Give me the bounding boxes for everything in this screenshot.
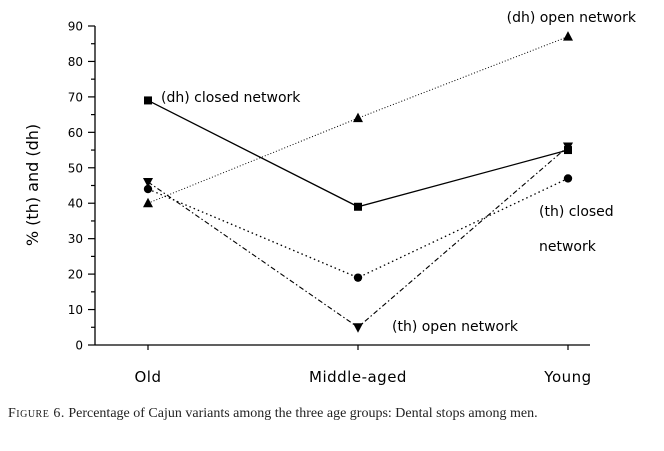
series-lines [147,36,569,328]
series-line-th_open [147,146,569,328]
x-tick-label: Old [135,368,162,386]
series-line-dh_open [147,36,569,204]
data-point-dh_closed [144,96,152,105]
y-axis: 0 10 20 30 40 50 60 70 80 90 [68,20,96,353]
data-point-th_closed [563,174,573,183]
x-tick-label: Young [543,368,591,386]
y-tick-label: 40 [68,197,83,211]
y-tick-label: 70 [68,90,83,104]
y-tick-label: 30 [68,232,83,246]
figure-label: Figure 6. [8,406,65,421]
data-point-th_open [353,323,363,333]
data-point-dh_open [143,197,153,208]
data-point-dh_open [563,31,573,41]
annotation-label: (th) closed [539,204,614,220]
y-axis-label: % (th) and (dh) [23,124,42,246]
series-markers [143,31,573,333]
caption-text: Percentage of Cajun variants among the t… [68,406,538,421]
x-tick-label: Middle-aged [309,368,407,386]
annotation-label: (th) open network [392,319,519,335]
figure-caption: Figure 6. Percentage of Cajun variants a… [8,404,660,423]
y-tick-label: 90 [68,20,83,34]
data-point-th_open [143,177,153,188]
annotation-label: (dh) open network [507,10,637,26]
series-line-th_closed [147,177,569,279]
y-tick-label: 50 [68,161,83,175]
y-tick-label: 60 [68,126,83,140]
y-tick-label: 80 [68,55,83,69]
data-point-dh_closed [354,202,362,211]
x-axis: Old Middle-aged Young [95,344,591,386]
data-point-dh_open [353,112,363,123]
y-tick-label: 10 [68,303,83,317]
annotations: (dh) closed network (dh) open network (th)… [161,10,637,335]
data-point-th_closed [353,273,363,282]
y-tick-label: 0 [75,339,83,353]
annotation-label: (dh) closed network [161,90,301,106]
annotation-label: network [539,239,597,255]
y-tick-label: 20 [68,268,83,282]
data-point-th_open [563,142,573,153]
data-point-th_closed [143,184,153,194]
